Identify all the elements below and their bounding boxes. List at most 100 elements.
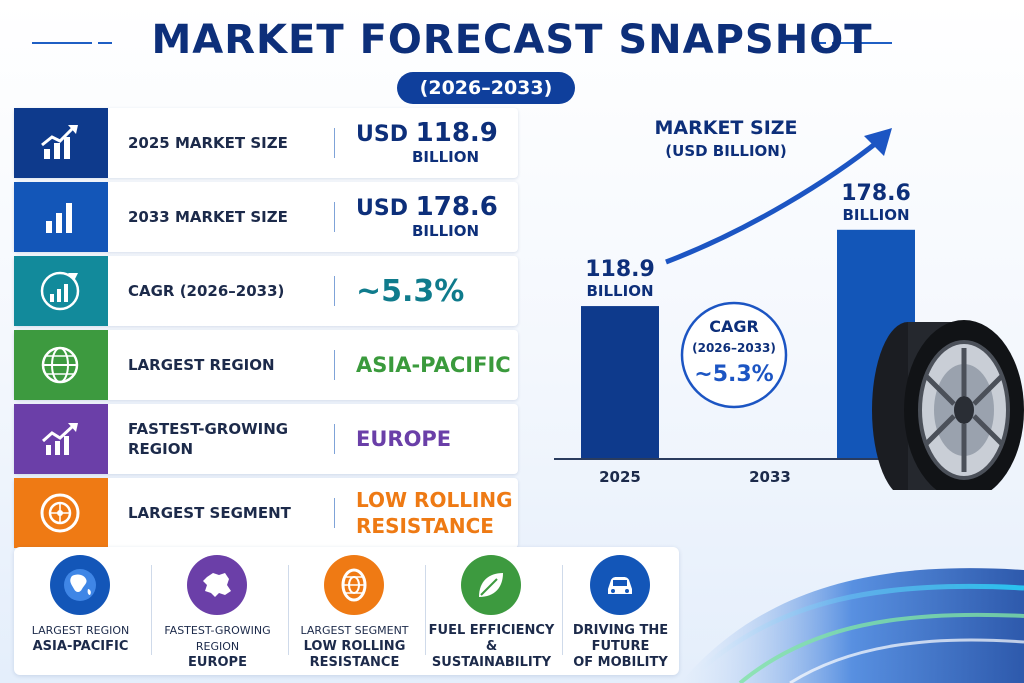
growth-arrow-head (864, 128, 892, 156)
kpi-icon-box (14, 256, 108, 326)
kpi-value: USD 178.6 BILLION (356, 182, 516, 252)
strip-divider (425, 565, 426, 655)
highlight-fastest-region: FASTEST-GROWING REGION EUROPE (151, 547, 284, 675)
cagr-value: ~5.3% (694, 362, 773, 387)
kpi-value: USD 118.9 BILLION (356, 108, 516, 178)
kpi-row-2025-size: 2025 MARKET SIZE USD 118.9 BILLION (14, 108, 518, 178)
kpi-value-number: 118.9 (415, 118, 498, 148)
kpi-value: EUROPE (356, 404, 516, 474)
kpi-label: LARGEST REGION (128, 356, 275, 374)
kpi-label: 2025 MARKET SIZE (128, 134, 288, 152)
highlight-mobility: DRIVING THE FUTURE OF MOBILITY (554, 547, 687, 675)
title-rule-left (32, 42, 112, 44)
highlight-text: DRIVING THE FUTURE OF MOBILITY (554, 623, 687, 671)
kpi-value-text: ASIA-PACIFIC (356, 353, 511, 377)
title-block: MARKET FORECAST SNAPSHOT (0, 12, 1024, 68)
highlight-text: LARGEST SEGMENT LOW ROLLING RESISTANCE (288, 623, 421, 671)
highlight-value: DRIVING THE FUTURE (572, 623, 669, 654)
kpi-value: ASIA-PACIFIC (356, 330, 516, 400)
kpi-value-unit: BILLION (412, 222, 480, 240)
kpi-icon-box (14, 404, 108, 474)
kpi-value-text: LOW ROLLING RESISTANCE (356, 488, 513, 538)
tire-icon (40, 493, 80, 533)
data-label-unit: BILLION (842, 206, 909, 224)
kpi-icon-box (14, 330, 108, 400)
growth-arrow (665, 138, 882, 265)
highlight-text: FUEL EFFICIENCY & SUSTAINABILITY (425, 623, 558, 671)
kpi-list: 2025 MARKET SIZE USD 118.9 BILLION 2033 … (14, 108, 518, 552)
kpi-row-largest-segment: LARGEST SEGMENT LOW ROLLING RESISTANCE (14, 478, 518, 548)
bottom-highlights: LARGEST REGION ASIA-PACIFIC FASTEST-GROW… (14, 547, 679, 675)
data-label-unit: BILLION (586, 282, 653, 300)
highlight-value: OF MOBILITY (573, 655, 668, 670)
highlight-caption: LARGEST REGION (31, 624, 130, 637)
globe-asia-icon (64, 569, 96, 601)
highlight-caption: FASTEST-GROWING REGION (164, 624, 271, 653)
kpi-value: LOW ROLLING RESISTANCE (356, 478, 516, 548)
kpi-value-text: ~5.3% (356, 273, 465, 309)
page-title: MARKET FORECAST SNAPSHOT (151, 17, 873, 63)
kpi-label: CAGR (2026–2033) (128, 282, 285, 300)
cagr-annotation: CAGR (2026–2033) ~5.3% (680, 301, 788, 409)
highlight-value: FUEL EFFICIENCY (428, 623, 555, 638)
kpi-value-unit: BILLION (412, 148, 480, 166)
circle-badge (187, 555, 247, 615)
highlight-text: FASTEST-GROWING REGION EUROPE (151, 623, 284, 671)
kpi-row-2033-size: 2033 MARKET SIZE USD 178.6 BILLION (14, 182, 518, 252)
road-swoosh-decoration (680, 568, 1024, 683)
bar-2025 (581, 306, 659, 458)
highlight-value: ASIA-PACIFIC (32, 639, 129, 654)
globe-icon (41, 346, 79, 384)
kpi-label: FASTEST-GROWING REGION (128, 420, 289, 458)
kpi-divider (334, 424, 335, 454)
cagr-period: (2026–2033) (692, 341, 776, 355)
strip-divider (288, 565, 289, 655)
data-label-value: 118.9 (585, 257, 655, 282)
circle-badge (50, 555, 110, 615)
kpi-value: ~5.3% (356, 256, 516, 326)
chart-subtitle: (USD BILLION) (665, 142, 786, 160)
growth-chart-icon (41, 125, 78, 159)
circle-badge (461, 555, 521, 615)
strip-divider (151, 565, 152, 655)
kpi-label: 2033 MARKET SIZE (128, 208, 288, 226)
kpi-value-text: EUROPE (356, 427, 452, 451)
leaf-icon (479, 573, 503, 597)
cagr-growth-icon (40, 271, 80, 311)
kpi-icon-box (14, 108, 108, 178)
tire-illustration (872, 320, 1024, 490)
market-size-chart: MARKET SIZE (USD BILLION) 118.9BILLION20… (554, 117, 1024, 490)
trend-up-icon (42, 423, 78, 455)
kpi-icon-box (14, 182, 108, 252)
europe-map-icon (203, 573, 231, 597)
kpi-row-fastest-region: FASTEST-GROWING REGION EUROPE (14, 404, 518, 474)
circle-badge (590, 555, 650, 615)
highlight-caption: LARGEST SEGMENT (300, 624, 409, 637)
title-rule-right (812, 42, 892, 44)
x-tick-label: 2025 (599, 468, 641, 486)
car-icon (608, 577, 632, 594)
highlight-largest-region: LARGEST REGION ASIA-PACIFIC (14, 547, 147, 675)
kpi-icon-box (14, 478, 108, 548)
kpi-divider (334, 498, 335, 528)
cagr-title: CAGR (709, 317, 759, 336)
kpi-divider (334, 350, 335, 380)
kpi-divider (334, 128, 335, 158)
highlight-fuel-efficiency: FUEL EFFICIENCY & SUSTAINABILITY (425, 547, 558, 675)
kpi-row-cagr: CAGR (2026–2033) ~5.3% (14, 256, 518, 326)
highlight-value: EUROPE (188, 655, 247, 670)
period-badge: (2026–2033) (397, 72, 575, 104)
circle-badge (324, 555, 384, 615)
kpi-value-prefix: USD (356, 196, 416, 221)
tire-icon (341, 568, 367, 602)
strip-divider (562, 565, 563, 655)
highlight-text: LARGEST REGION ASIA-PACIFIC (14, 623, 147, 655)
kpi-value-number: 178.6 (415, 192, 498, 222)
highlight-value: & SUSTAINABILITY (431, 639, 552, 670)
kpi-divider (334, 202, 335, 232)
kpi-label: LARGEST SEGMENT (128, 504, 291, 522)
kpi-divider (334, 276, 335, 306)
highlight-value: LOW ROLLING RESISTANCE (303, 639, 406, 670)
highlight-largest-segment: LARGEST SEGMENT LOW ROLLING RESISTANCE (288, 547, 421, 675)
